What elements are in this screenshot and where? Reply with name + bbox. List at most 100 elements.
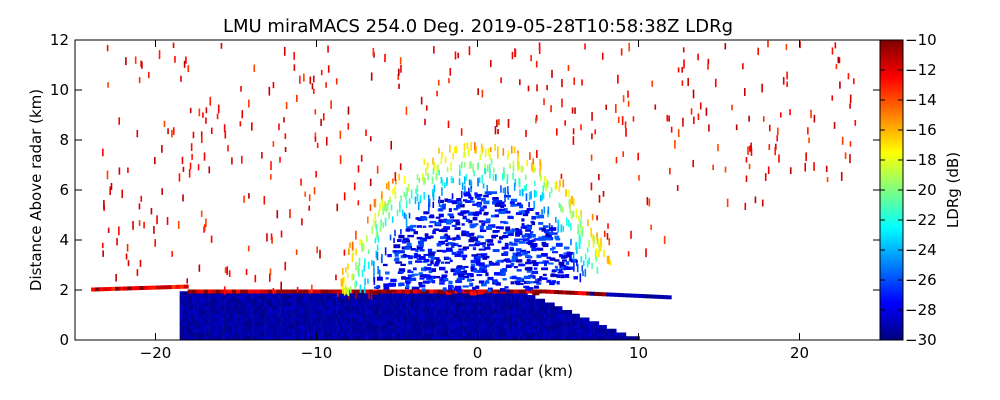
radar-cell xyxy=(193,295,196,299)
radar-cell xyxy=(200,328,204,333)
radar-cell xyxy=(419,336,422,340)
radar-cell xyxy=(233,317,236,322)
radar-cell xyxy=(212,313,215,318)
radar-cell xyxy=(370,72,373,81)
radar-cell xyxy=(515,212,523,216)
radar-cell xyxy=(569,317,573,322)
radar-cell xyxy=(278,123,280,131)
radar-cell xyxy=(293,332,296,337)
radar-cell xyxy=(280,306,283,311)
radar-cell xyxy=(428,328,432,333)
radar-cell xyxy=(423,177,425,186)
radar-cell xyxy=(338,317,341,322)
radar-cell xyxy=(262,332,265,337)
radar-cell xyxy=(396,325,399,329)
radar-cell xyxy=(311,325,314,329)
radar-cell xyxy=(320,306,323,311)
radar-cell xyxy=(523,185,526,192)
radar-cell xyxy=(496,317,499,322)
radar-cell xyxy=(326,313,329,318)
radar-cell xyxy=(516,163,519,172)
radar-cell xyxy=(609,260,612,266)
radar-cell xyxy=(397,313,401,318)
radar-cell xyxy=(627,90,629,98)
radar-cell xyxy=(355,332,358,337)
radar-cell xyxy=(382,221,384,229)
radar-cell xyxy=(210,306,213,311)
radar-cell xyxy=(402,239,407,244)
radar-cell xyxy=(604,332,607,337)
radar-cell xyxy=(444,295,447,299)
radar-cell xyxy=(385,203,387,213)
radar-cell xyxy=(459,328,462,333)
melting-layer-cell xyxy=(574,291,580,295)
radar-cell xyxy=(573,77,575,85)
radar-cell xyxy=(322,295,325,299)
radar-cell xyxy=(318,313,321,318)
radar-cell xyxy=(202,295,206,299)
radar-cell xyxy=(396,321,399,326)
radar-cell xyxy=(514,49,517,58)
radar-cell xyxy=(500,336,503,340)
radar-cell xyxy=(384,295,387,299)
radar-cell xyxy=(589,332,592,337)
radar-cell xyxy=(266,298,269,303)
radar-cell xyxy=(489,243,494,246)
radar-cell xyxy=(254,306,258,311)
radar-cell xyxy=(218,332,221,337)
radar-cell xyxy=(268,332,271,337)
radar-cell xyxy=(320,332,323,337)
radar-cell xyxy=(595,321,598,326)
radar-cell xyxy=(436,310,439,314)
radar-cell xyxy=(254,295,258,299)
radar-cell xyxy=(381,191,383,199)
radar-cell xyxy=(430,332,434,337)
radar-cell xyxy=(552,310,555,314)
radar-cell xyxy=(378,298,381,303)
radar-cell xyxy=(303,321,306,326)
radar-cell xyxy=(351,317,354,322)
radar-cell xyxy=(254,313,258,318)
radar-cell xyxy=(422,173,424,182)
radar-cell xyxy=(280,332,283,337)
radar-cell xyxy=(237,317,240,322)
radar-cell xyxy=(403,325,406,329)
radar-cell xyxy=(510,302,513,307)
radar-cell xyxy=(249,295,252,299)
radar-cell xyxy=(455,310,459,314)
radar-cell xyxy=(341,306,345,311)
melting-layer-cell xyxy=(553,290,559,295)
radar-cell xyxy=(415,336,418,340)
radar-cell xyxy=(458,178,461,186)
radar-cell xyxy=(311,284,313,293)
radar-cell xyxy=(457,317,461,322)
radar-cell xyxy=(484,317,488,322)
radar-cell xyxy=(481,321,484,326)
radar-cell xyxy=(448,310,451,314)
radar-cell xyxy=(208,295,211,299)
radar-cell xyxy=(386,336,389,340)
melting-layer-cell xyxy=(650,294,656,299)
radar-cell xyxy=(210,321,213,326)
radar-cell xyxy=(357,317,360,322)
radar-cell xyxy=(479,332,482,337)
radar-cell xyxy=(218,328,221,333)
radar-cell xyxy=(436,259,441,262)
radar-cell xyxy=(396,310,399,314)
radar-cell xyxy=(399,306,403,311)
radar-cell xyxy=(456,197,462,202)
radar-cell xyxy=(562,310,565,314)
radar-cell xyxy=(274,313,277,318)
radar-cell xyxy=(403,332,406,337)
radar-cell xyxy=(303,332,306,337)
radar-cell xyxy=(409,306,412,311)
radar-cell xyxy=(461,223,465,226)
radar-cell xyxy=(254,310,258,314)
radar-cell xyxy=(351,332,354,337)
radar-cell xyxy=(224,130,227,139)
radar-cell xyxy=(202,332,206,337)
radar-cell xyxy=(473,170,475,177)
radar-cell xyxy=(405,298,408,303)
radar-cell xyxy=(301,313,304,318)
radar-cell xyxy=(441,240,445,245)
